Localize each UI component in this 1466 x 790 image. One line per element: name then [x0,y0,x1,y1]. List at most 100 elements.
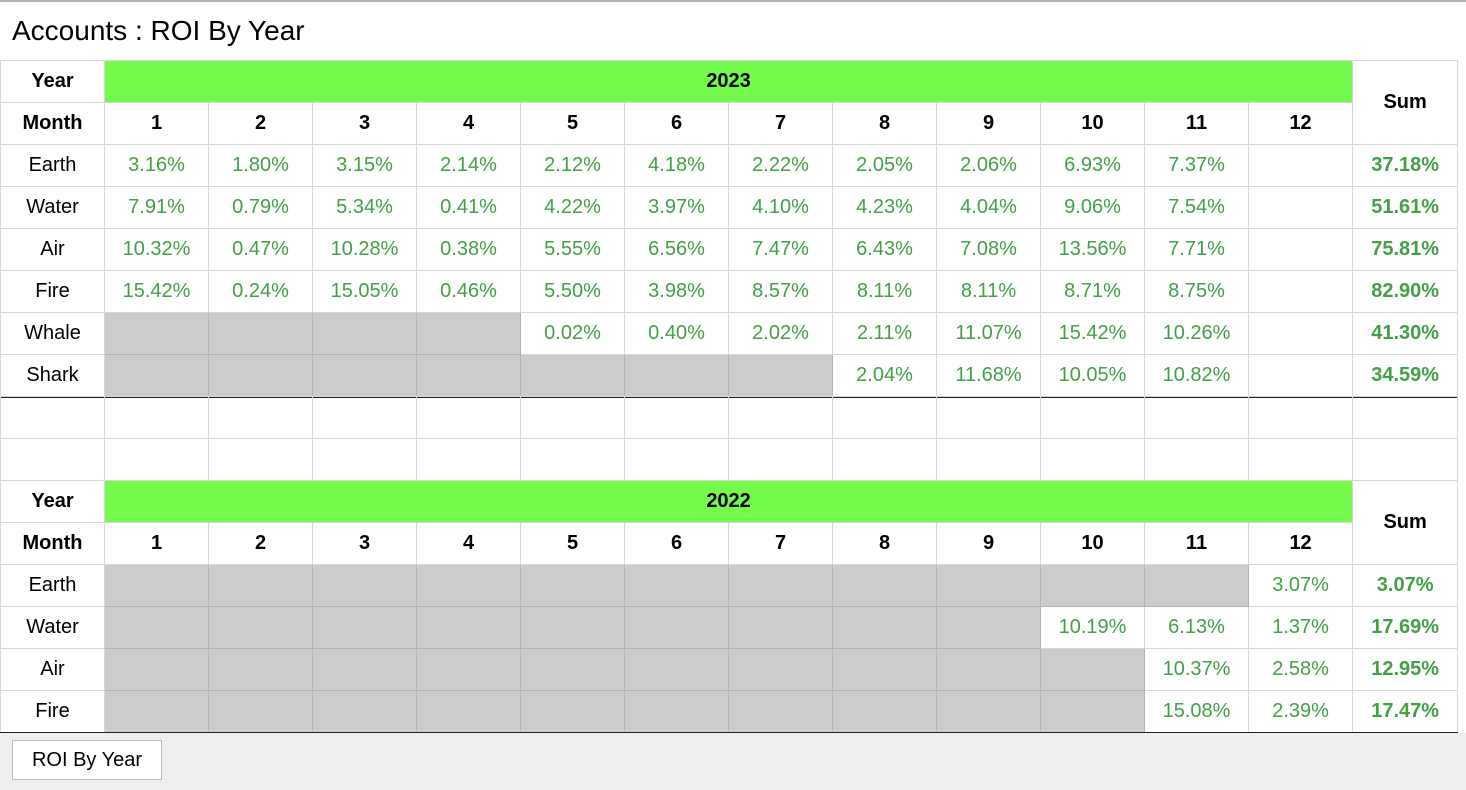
sum-cell: 82.90% [1352,270,1459,313]
empty-cell [1040,564,1145,607]
sum-header: Sum [1352,480,1459,565]
account-name: Earth [0,564,105,607]
top-border [0,0,1466,2]
empty-cell [832,606,937,649]
empty-cell [416,648,521,691]
month-column-header: 5 [520,522,625,565]
empty-cell [104,690,209,734]
empty-cell [208,690,313,734]
roi-value-cell: 2.02% [728,312,833,355]
account-name: Air [0,648,105,691]
empty-cell [624,648,729,691]
month-column-header: 6 [624,102,729,145]
roi-value-cell: 5.50% [520,270,625,313]
roi-value-cell: 0.46% [416,270,521,313]
year-header: Year [0,60,105,103]
account-row: Earth 3.07% 3.07% [0,564,1459,607]
roi-value-cell: 0.02% [520,312,625,355]
roi-value-cell [1247,354,1354,398]
roi-value-cell: 0.79% [208,186,313,229]
empty-cell [520,354,625,398]
roi-value-cell: 11.68% [936,354,1041,398]
account-row: Fire 15.42% 0.24% 15.05% 0.46% 5.50% 3.98% 8.57… [0,270,1459,313]
account-row: Whale 0.02% 0.40% 2.02% 2.11% 11.07% 15.42% 10.… [0,312,1459,355]
roi-value-cell: 7.08% [936,228,1041,271]
empty-cell [624,690,729,734]
account-name: Fire [0,690,105,734]
empty-cell [312,564,417,607]
year-header: Year [0,480,105,523]
sheet-tab-roi-by-year[interactable]: ROI By Year [12,740,162,780]
roi-value-cell: 15.42% [104,270,209,313]
roi-value-cell: 3.16% [104,144,209,187]
roi-value-cell: 15.08% [1144,690,1249,734]
year-band: 2022 [103,480,1354,523]
roi-value-cell: 2.12% [520,144,625,187]
roi-value-cell: 10.82% [1144,354,1249,398]
empty-cell [312,354,417,398]
empty-cell [312,312,417,355]
empty-cell [520,606,625,649]
empty-cell [936,690,1041,734]
roi-value-cell: 0.47% [208,228,313,271]
account-row: Water 7.91% 0.79% 5.34% 0.41% 4.22% 3.97% 4.10%… [0,186,1459,229]
roi-value-cell: 10.19% [1040,606,1145,649]
roi-value-cell: 15.05% [312,270,417,313]
empty-cell [832,690,937,734]
roi-value-cell: 2.06% [936,144,1041,187]
roi-value-cell: 6.43% [832,228,937,271]
roi-value-cell [1247,228,1354,271]
roi-value-cell: 4.23% [832,186,937,229]
roi-value-cell: 6.13% [1144,606,1249,649]
roi-value-cell: 7.91% [104,186,209,229]
month-column-header: 5 [520,102,625,145]
roi-value-cell: 8.71% [1040,270,1145,313]
sum-cell: 17.47% [1352,690,1459,734]
roi-value-cell: 2.11% [832,312,937,355]
roi-value-cell: 7.47% [728,228,833,271]
sum-cell: 37.18% [1352,144,1459,187]
month-column-header: 11 [1144,102,1249,145]
month-column-header: 1 [104,522,209,565]
sum-cell: 34.59% [1352,354,1459,398]
account-row: Shark 2.04% 11.68% 10.05% 10.82% 34.59% [0,354,1459,398]
sum-cell: 17.69% [1352,606,1459,649]
roi-value-cell: 9.06% [1040,186,1145,229]
roi-value-cell [1247,270,1354,313]
month-column-header: 11 [1144,522,1249,565]
empty-cell [416,564,521,607]
account-name: Earth [0,144,105,187]
sum-header: Sum [1352,60,1459,145]
roi-value-cell [1247,312,1354,355]
roi-value-cell: 7.37% [1144,144,1249,187]
roi-value-cell: 8.11% [832,270,937,313]
roi-value-cell: 4.04% [936,186,1041,229]
empty-cell [104,606,209,649]
empty-cell [208,606,313,649]
empty-cell [416,690,521,734]
account-row: Fire 15.08% 2.39% 17.47% [0,690,1459,734]
sum-cell: 3.07% [1352,564,1459,607]
month-column-header: 10 [1040,102,1145,145]
year-row: Year 2022 Sum [0,480,1459,565]
empty-cell [520,690,625,734]
month-column-header: 9 [936,522,1041,565]
empty-cell [728,690,833,734]
empty-cell [104,354,209,398]
month-column-header: 8 [832,522,937,565]
month-row: Month 1 2 3 4 5 6 7 8 9 10 11 12 [0,522,1458,565]
account-row: Water 10.19% 6.13% 1.37% 17.69% [0,606,1459,649]
roi-value-cell: 5.34% [312,186,417,229]
roi-value-cell: 11.07% [936,312,1041,355]
empty-cell [312,606,417,649]
empty-cell [728,564,833,607]
roi-value-cell: 0.38% [416,228,521,271]
year-band: 2023 [103,60,1354,103]
roi-value-cell: 10.37% [1144,648,1249,691]
roi-value-cell: 2.22% [728,144,833,187]
roi-value-cell: 8.75% [1144,270,1249,313]
roi-value-cell: 4.22% [520,186,625,229]
sum-cell: 75.81% [1352,228,1459,271]
empty-row [0,438,1458,481]
empty-cell [416,354,521,398]
